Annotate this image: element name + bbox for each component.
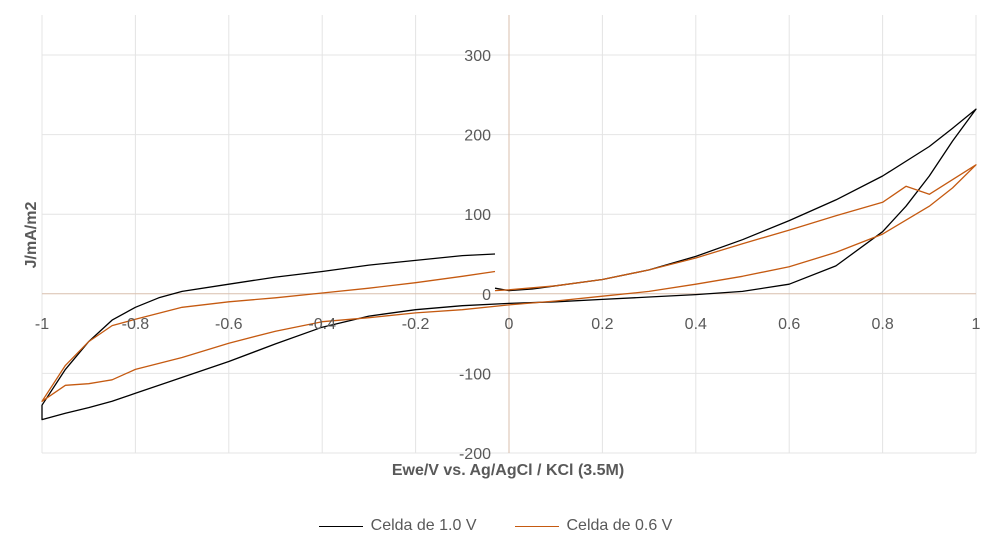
x-tick-label: 0.6 bbox=[778, 316, 800, 333]
x-tick-label: 0.8 bbox=[871, 316, 893, 333]
y-axis-title: J/mA/m2 bbox=[23, 202, 40, 269]
legend-label-series-1: Celda de 1.0 V bbox=[370, 517, 477, 534]
x-tick-label: 1 bbox=[972, 316, 981, 333]
series-line-2 bbox=[41, 164, 977, 402]
y-tick-label: 100 bbox=[464, 207, 491, 224]
x-tick-label: 0.4 bbox=[685, 316, 707, 333]
x-tick-label: -0.4 bbox=[308, 316, 336, 333]
legend-item-series-1: Celda de 1.0 V bbox=[318, 517, 477, 535]
legend-label-series-2: Celda de 0.6 V bbox=[566, 517, 673, 534]
axes bbox=[42, 15, 976, 453]
y-tick-label: 300 bbox=[464, 48, 491, 65]
legend-swatch-series-2 bbox=[514, 525, 559, 527]
y-tick-label: -100 bbox=[459, 366, 491, 383]
x-tick-label: -0.6 bbox=[215, 316, 243, 333]
series-lines bbox=[41, 108, 977, 421]
x-tick-label: -0.8 bbox=[122, 316, 150, 333]
x-tick-label: 0 bbox=[505, 316, 514, 333]
y-tick-labels: -200 -100 0 100 200 300 bbox=[459, 48, 491, 463]
series-line-1 bbox=[41, 108, 977, 421]
legend: Celda de 1.0 V Celda de 0.6 V bbox=[0, 517, 991, 535]
x-tick-labels: -1 -0.8 -0.6 -0.4 -0.2 0 0.2 0.4 0.6 0.8 1 bbox=[35, 316, 981, 333]
y-tick-label: -200 bbox=[459, 446, 491, 463]
x-tick-label: -1 bbox=[35, 316, 49, 333]
y-tick-label: 200 bbox=[464, 128, 491, 145]
x-tick-label: -0.2 bbox=[402, 316, 430, 333]
x-axis-title: Ewe/V vs. Ag/AgCl / KCl (3.5M) bbox=[392, 462, 624, 479]
x-tick-label: 0.2 bbox=[591, 316, 613, 333]
legend-swatch-series-1 bbox=[318, 525, 363, 527]
legend-item-series-2: Celda de 0.6 V bbox=[514, 517, 673, 535]
y-tick-label: 0 bbox=[482, 287, 491, 304]
